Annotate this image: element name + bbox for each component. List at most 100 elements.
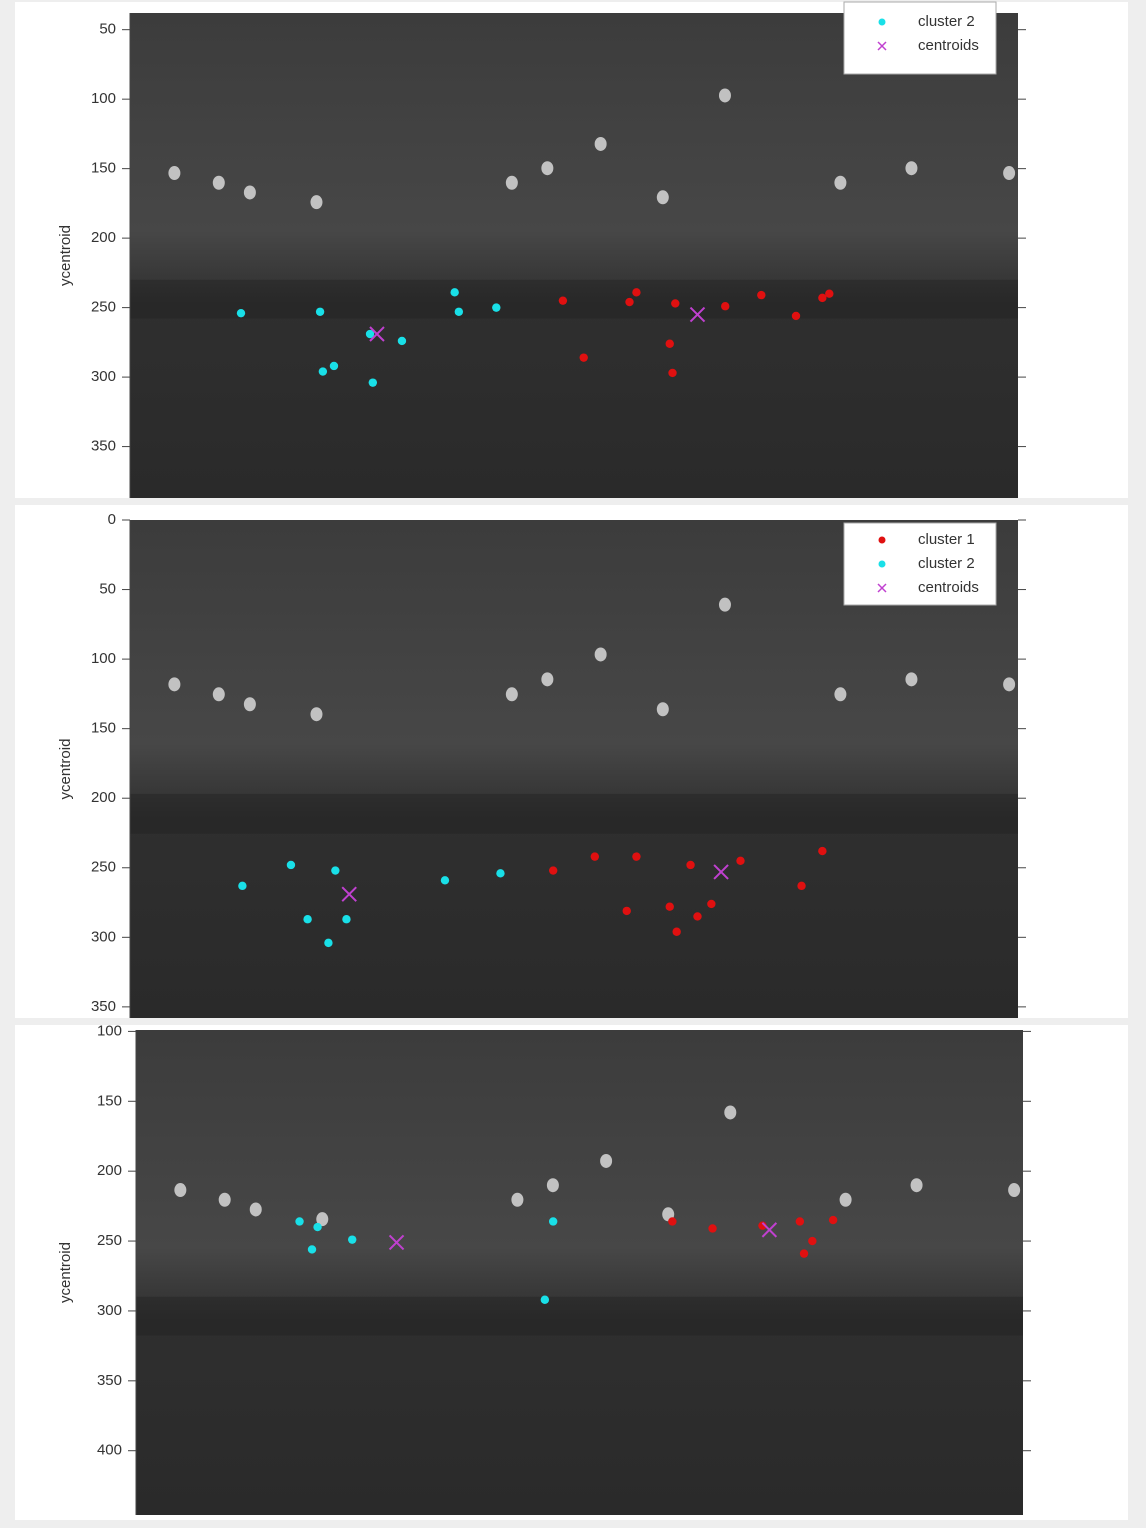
point <box>492 303 500 311</box>
lamp <box>657 702 669 716</box>
y-axis-label: ycentroid <box>57 739 74 800</box>
legend-marker <box>879 561 886 568</box>
y-tick-label: 200 <box>91 229 116 246</box>
point <box>686 861 694 869</box>
point <box>559 296 567 304</box>
y-tick-label: 100 <box>91 650 116 667</box>
lamp <box>511 1193 523 1207</box>
lamp <box>911 1178 923 1192</box>
panel: 100 150 200 250 300 350 400 ycentroid <box>15 1022 1128 1520</box>
lamp <box>244 185 256 199</box>
point <box>342 915 350 923</box>
lamp <box>657 190 669 204</box>
lamp <box>250 1202 262 1216</box>
y-tick-label: 200 <box>97 1162 122 1179</box>
lamp <box>834 176 846 190</box>
lamp <box>310 195 322 209</box>
lamp <box>595 647 607 661</box>
point <box>324 939 332 947</box>
legend-label: centroids <box>918 579 979 596</box>
point <box>796 1217 804 1225</box>
legend-label: centroids <box>918 37 979 54</box>
legend-label: cluster 1 <box>918 531 975 548</box>
lamp <box>600 1154 612 1168</box>
y-tick-label: 300 <box>97 1302 122 1319</box>
lamp <box>719 598 731 612</box>
lamp <box>213 176 225 190</box>
screenshot: 50 100 150 200 250 300 350 ycentroid cluster 2 ce… <box>0 0 1146 1523</box>
y-tick-label: 250 <box>97 1232 122 1249</box>
point <box>308 1245 316 1253</box>
point <box>671 299 679 307</box>
point <box>757 291 765 299</box>
point <box>441 876 449 884</box>
point <box>313 1223 321 1231</box>
point <box>792 312 800 320</box>
lamp <box>174 1183 186 1197</box>
y-tick-label: 250 <box>91 859 116 876</box>
lamp <box>905 161 917 175</box>
point <box>672 928 680 936</box>
plot-area <box>136 1030 1023 1515</box>
legend-label: cluster 2 <box>918 555 975 572</box>
y-tick-label: 350 <box>91 998 116 1015</box>
lamp <box>541 161 553 175</box>
y-tick-label: 400 <box>97 1442 122 1459</box>
point <box>693 912 701 920</box>
point <box>632 852 640 860</box>
lamp <box>719 88 731 102</box>
y-tick-label: 150 <box>97 1092 122 1109</box>
y-tick-label: 100 <box>91 90 116 107</box>
point <box>818 847 826 855</box>
point <box>450 288 458 296</box>
point <box>825 290 833 298</box>
point <box>625 298 633 306</box>
lamp <box>310 707 322 721</box>
point <box>808 1237 816 1245</box>
lamp <box>840 1193 852 1207</box>
point <box>237 309 245 317</box>
lamp <box>595 137 607 151</box>
y-tick-label: 150 <box>91 720 116 737</box>
point <box>496 869 504 877</box>
lamp <box>905 672 917 686</box>
point <box>666 340 674 348</box>
point <box>623 907 631 915</box>
y-axis-label: ycentroid <box>57 225 74 286</box>
point <box>316 308 324 316</box>
lamp <box>244 697 256 711</box>
plot-area <box>130 13 1018 498</box>
point <box>303 915 311 923</box>
panel: 50100150200250300350ycentroidcluster 2ce… <box>15 2 1128 498</box>
lamp <box>1003 166 1015 180</box>
point <box>668 369 676 377</box>
y-tick-label: 50 <box>99 581 116 598</box>
point <box>736 857 744 865</box>
point <box>668 1217 676 1225</box>
lamp <box>506 687 518 701</box>
lamp <box>541 672 553 686</box>
lamp <box>724 1105 736 1119</box>
point <box>238 882 246 890</box>
y-axis-label: ycentroid <box>57 1242 74 1303</box>
lamp <box>168 677 180 691</box>
y-tick-label: 150 <box>91 160 116 177</box>
lamp <box>1008 1183 1020 1197</box>
lamp <box>213 687 225 701</box>
point <box>829 1216 837 1224</box>
y-tick-label: 250 <box>91 299 116 316</box>
y-tick-label: 350 <box>97 1372 122 1389</box>
point <box>797 882 805 890</box>
point <box>287 861 295 869</box>
point <box>348 1235 356 1243</box>
lamp <box>506 176 518 190</box>
y-tick-label: 50 <box>99 21 116 38</box>
point <box>541 1296 549 1304</box>
image-background <box>136 1030 1023 1515</box>
point <box>800 1249 808 1257</box>
lamp <box>834 687 846 701</box>
legend-marker <box>879 19 886 26</box>
legend-marker <box>879 537 886 544</box>
y-tick-label: 100 <box>97 1022 122 1039</box>
